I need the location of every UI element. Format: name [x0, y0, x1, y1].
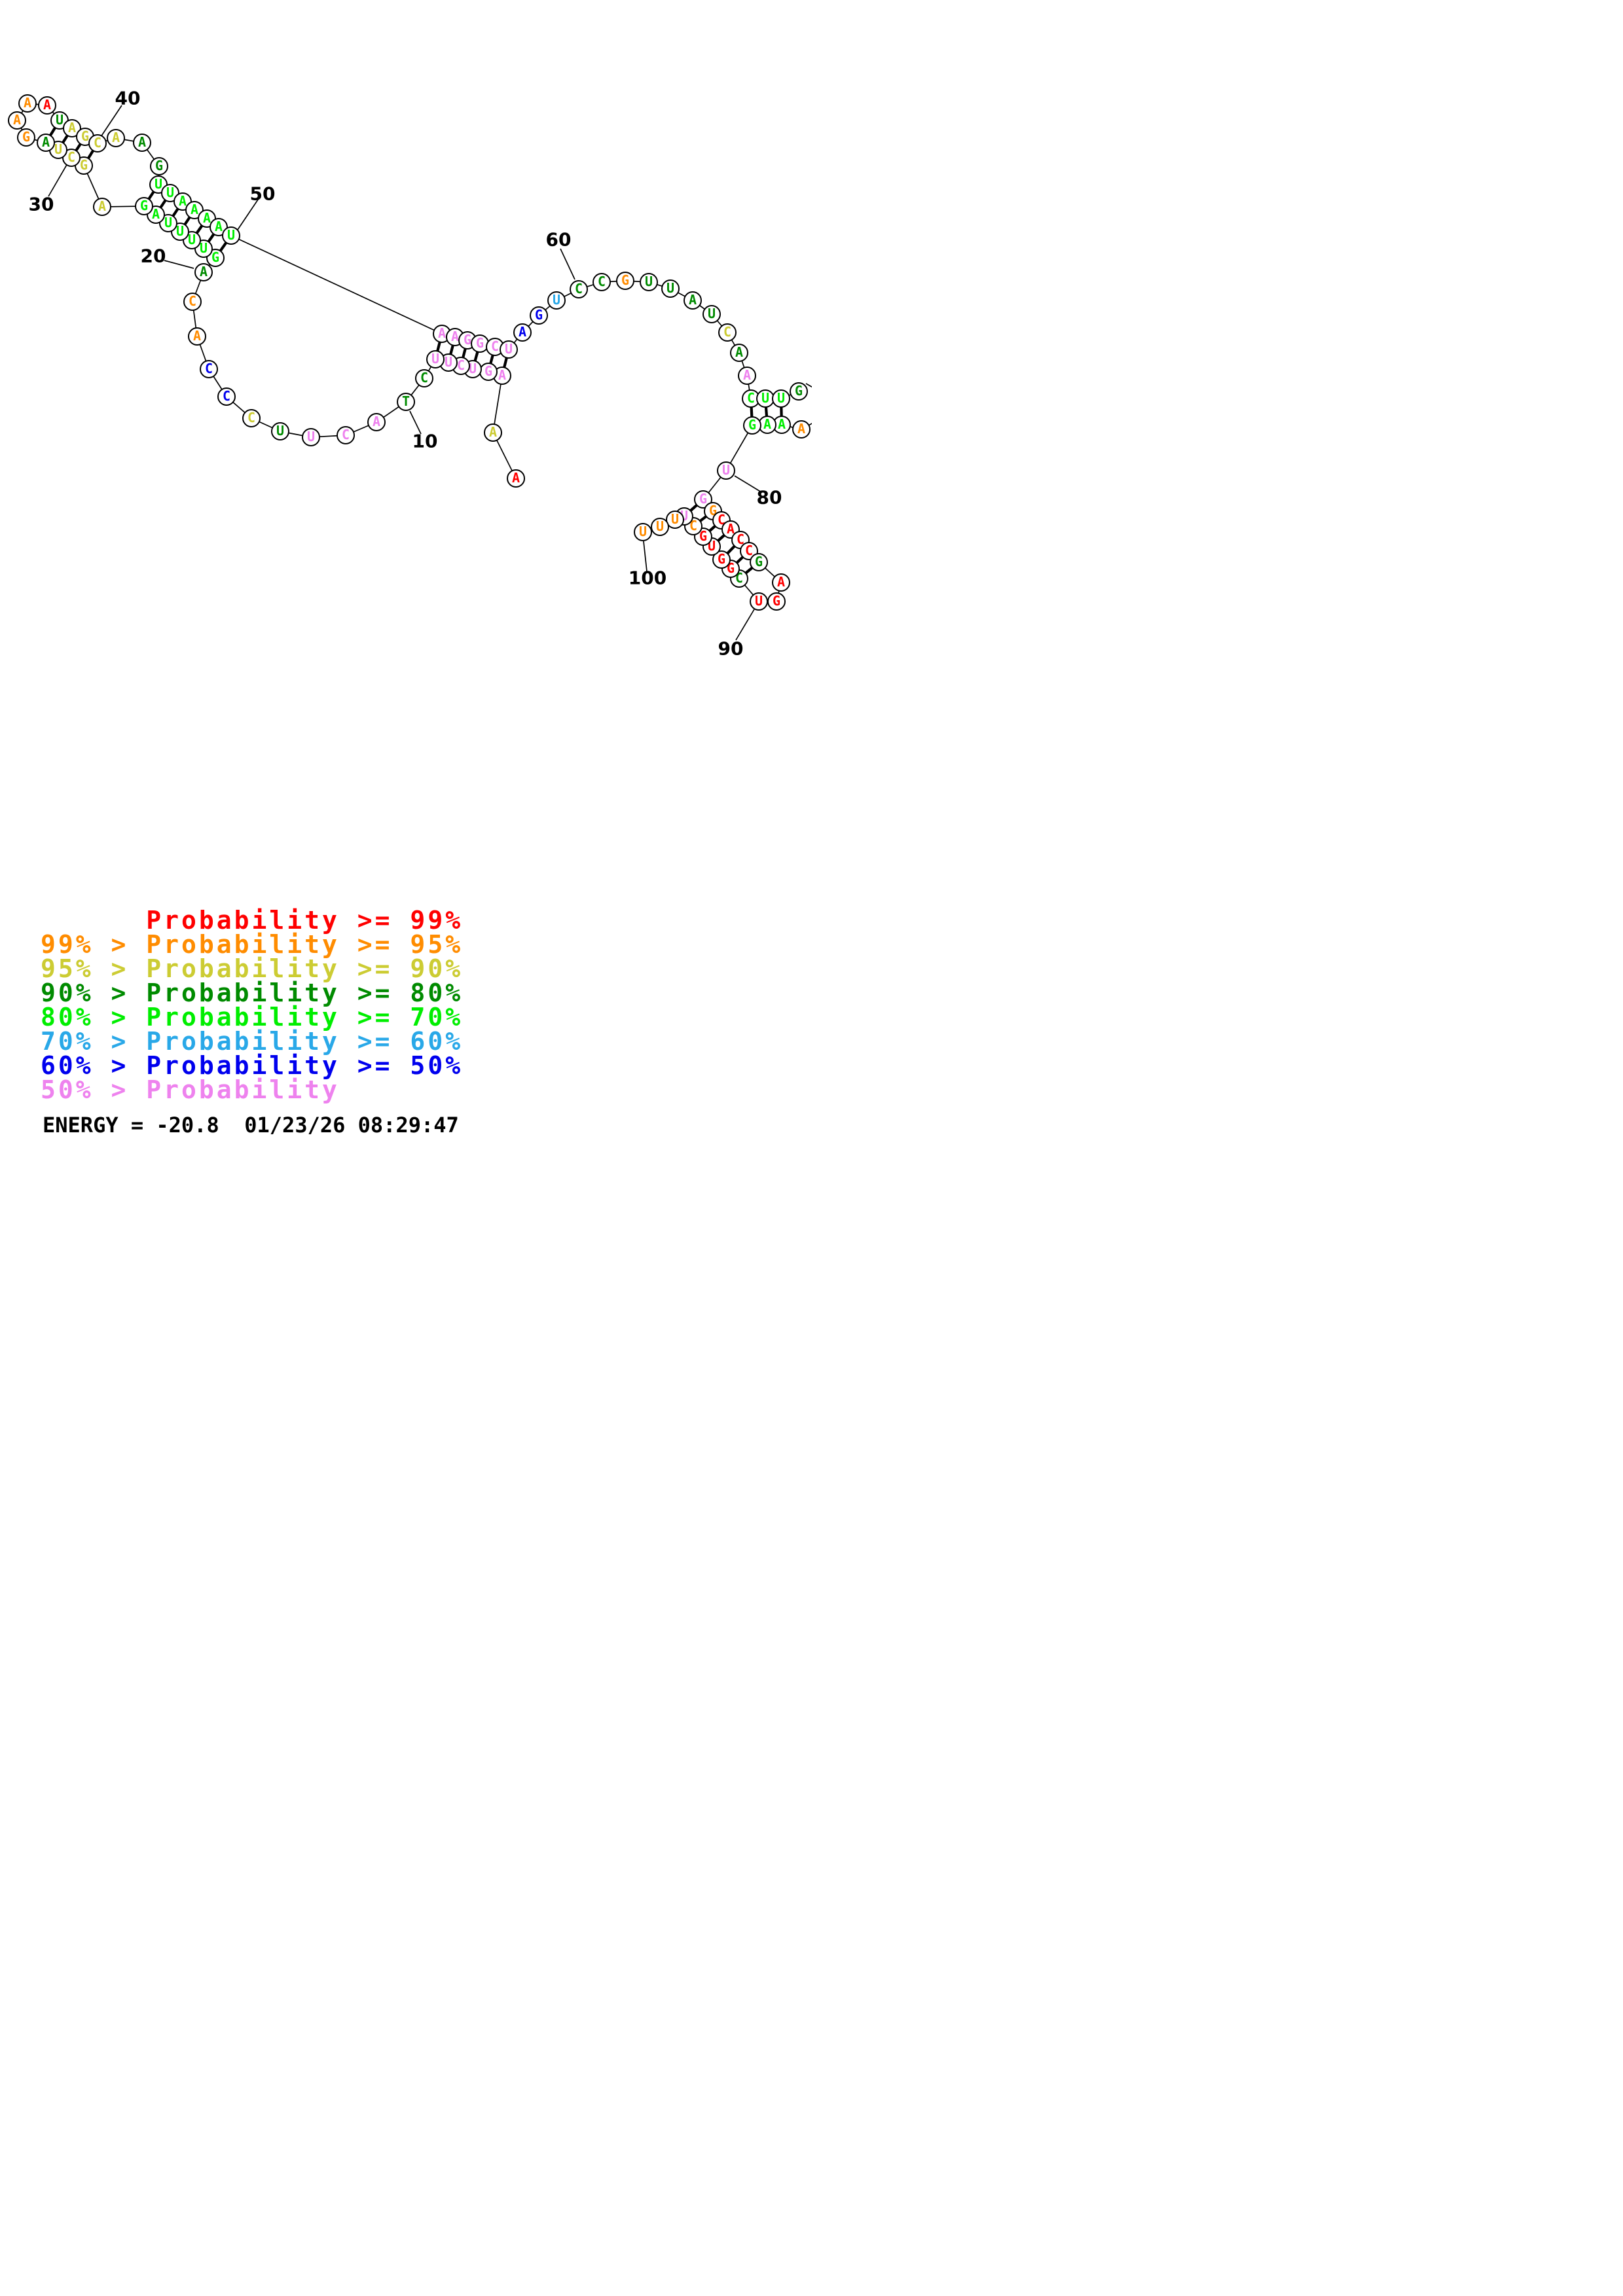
nucleotide-node: C: [242, 409, 261, 427]
nucleotide-node: C: [200, 360, 218, 378]
nucleotide-node: G: [767, 592, 786, 611]
nucleotide-node: U: [756, 389, 775, 408]
nucleotide-node: A: [18, 94, 37, 113]
nucleotide-node: A: [484, 423, 502, 442]
nucleotide-node: U: [666, 511, 684, 529]
nucleotide-node: C: [217, 387, 236, 406]
nucleotide-node: U: [750, 592, 768, 611]
nucleotide-node: G: [750, 553, 768, 571]
nucleotide-node: A: [772, 573, 790, 592]
nucleotide-node: T: [397, 393, 415, 411]
nucleotide-node: U: [500, 340, 518, 359]
nucleotide-node: U: [547, 291, 566, 310]
nucleotide-node: A: [173, 192, 192, 211]
nucleotide-node: A: [507, 469, 525, 488]
nucleotide-node: C: [718, 323, 737, 342]
legend-row-p70: 80% > Probability >= 70%: [41, 1003, 464, 1031]
nucleotide-node: G: [17, 128, 35, 147]
offcanvas-loop-stubs: [805, 383, 812, 426]
position-label: 50: [249, 183, 276, 205]
legend-row-p95: 99% > Probability >= 95%: [41, 930, 464, 959]
nucleotide-node: U: [661, 279, 680, 298]
nucleotide-node: G: [530, 306, 548, 325]
nucleotide-node: G: [150, 157, 168, 175]
nucleotide-node: U: [651, 518, 669, 536]
nucleotide-node: U: [271, 422, 289, 440]
nucleotide-node: U: [50, 111, 69, 130]
position-label: 10: [412, 430, 438, 452]
nucleotide-node: U: [772, 389, 790, 408]
nucleotide-node: A: [8, 111, 26, 130]
nucleotide-node: A: [792, 420, 811, 439]
nucleotide-node: C: [593, 273, 611, 291]
legend-row-plt50: 50% > Probability: [41, 1075, 340, 1104]
nucleotide-node: A: [37, 134, 55, 152]
nucleotide-node: A: [730, 344, 748, 362]
legend-row-p90: 95% > Probability >= 90%: [41, 954, 464, 983]
position-label: 20: [140, 245, 166, 267]
nucleotide-node: U: [702, 305, 721, 323]
nucleotide-node: A: [738, 367, 756, 385]
nucleotide-node: U: [640, 273, 658, 291]
nucleotide-node: A: [367, 413, 386, 431]
position-label: 60: [545, 228, 572, 251]
nucleotide-node: G: [790, 382, 808, 401]
nucleotide-node: C: [415, 369, 433, 387]
nucleotide-node: U: [222, 226, 240, 245]
nucleotide-node: C: [486, 338, 504, 356]
nucleotide-node: C: [684, 517, 702, 535]
nucleotide-node: A: [721, 520, 740, 539]
nucleotide-node: A: [107, 129, 125, 147]
nucleotide-node: U: [634, 523, 652, 541]
nucleotide-node: C: [337, 426, 355, 444]
legend-row-p80: 90% > Probability >= 80%: [41, 978, 464, 1007]
nucleotide-node: A: [684, 291, 702, 310]
legend-row-p99: Probability >= 99%: [41, 906, 464, 935]
nucleotide-node: A: [773, 416, 791, 434]
position-label: 30: [28, 193, 54, 215]
position-label-lines: [48, 105, 762, 641]
nucleotide-node: A: [188, 327, 206, 346]
position-label: 90: [718, 637, 744, 660]
nucleotide-node: U: [426, 350, 445, 368]
nucleotide-node: G: [743, 416, 761, 435]
energy-timestamp-line: ENERGY = -20.8 01/23/26 08:29:47: [43, 1113, 459, 1138]
nucleotide-node: U: [183, 231, 201, 249]
position-label: 100: [628, 567, 667, 589]
nucleotide-node: U: [194, 240, 213, 258]
nucleotide-node: A: [38, 96, 56, 115]
nucleotide-node: U: [717, 461, 735, 480]
nucleotide-node: C: [183, 293, 202, 311]
nucleotide-node: G: [479, 363, 498, 381]
nucleotide-node: G: [135, 197, 153, 215]
probability-legend: Probability >= 99% 99% > Probability >= …: [41, 908, 463, 1102]
nucleotide-node: U: [302, 428, 320, 446]
nucleotide-node: C: [570, 280, 588, 298]
nucleotide-node: A: [93, 198, 111, 216]
position-label: 40: [115, 87, 141, 109]
position-label: 80: [756, 486, 782, 509]
nucleotide-node: A: [194, 263, 213, 281]
nucleotide-node: G: [616, 272, 634, 290]
nucleotide-node: A: [513, 323, 532, 342]
nucleotide-node: C: [88, 134, 107, 152]
legend-row-p60: 70% > Probability >= 60%: [41, 1027, 464, 1056]
nucleotide-node: A: [133, 134, 151, 152]
legend-row-p50: 60% > Probability >= 50%: [41, 1051, 464, 1080]
